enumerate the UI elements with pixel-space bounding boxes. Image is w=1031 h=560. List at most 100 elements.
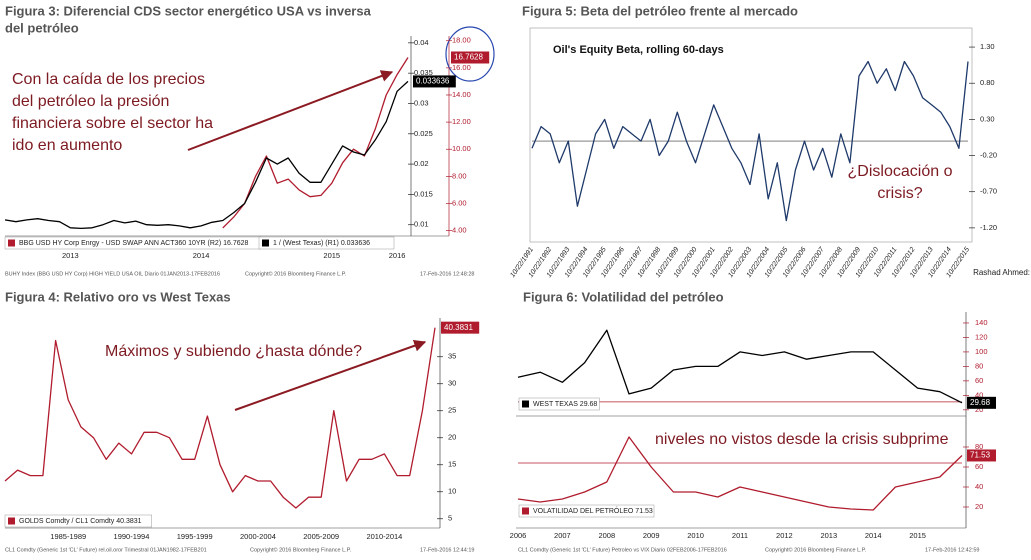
x-tick-label: 2011: [732, 531, 748, 540]
y-tick-label: 15: [448, 460, 456, 469]
x-tick-label: 2012: [776, 531, 793, 540]
footer-text: CL1 Comdty (Generic 1st 'CL' Future) Pet…: [518, 547, 727, 553]
legend-swatch: [522, 507, 529, 515]
y-tick-label: 18.00: [452, 36, 471, 45]
x-tick-label: 2006: [510, 531, 527, 540]
y-tick-label: 0.80: [980, 78, 995, 87]
arrow: [187, 70, 394, 151]
x-tick-label: 2008: [598, 531, 615, 540]
y-tick-label: 14.00: [452, 90, 471, 99]
chart-title: Figura 5: Beta del petróleo frente al me…: [522, 3, 798, 18]
annotation: Máximos y subiendo ¿hasta dónde?: [105, 343, 362, 360]
y-tick-label: 20: [448, 433, 456, 442]
footer-text: 17-Feb-2016 12:44:19: [420, 547, 474, 553]
y-tick-label: 10: [448, 487, 456, 496]
y-tick-label: 100: [975, 347, 988, 356]
value-box: [413, 75, 456, 88]
plot-frame: [529, 27, 973, 243]
footer-text: CL1 Comdty (Generic 1st 'CL' Future) rel…: [5, 547, 207, 553]
legend-label: WEST TEXAS 29.68: [533, 401, 597, 408]
x-tick-label: 1990-1994: [114, 532, 150, 541]
legend-swatch: [8, 517, 15, 525]
x-tick-label: 2005-2009: [303, 532, 339, 541]
x-tick-label: 2016: [389, 251, 406, 260]
annotation: Con la caída de los precios: [12, 71, 205, 88]
x-tick-label: 1995-1999: [177, 532, 213, 541]
y-tick-label: 0.035: [414, 68, 433, 77]
legend-label: 1 / (West Texas) (R1) 0.033636: [273, 240, 370, 247]
y-tick-label: 30: [448, 379, 456, 388]
legend-box: [4, 514, 152, 528]
x-tick-label: 1985-1989: [50, 532, 86, 541]
legend-swatch: [8, 239, 15, 247]
data-line: [517, 329, 963, 404]
footer-text: BUHY Index (BBG USD HY Corp) HIGH YIELD …: [5, 271, 220, 277]
legend-swatch: [522, 400, 529, 408]
annotation: ido en aumento: [12, 137, 122, 154]
y-tick-label: 8.00: [452, 171, 467, 180]
value-label: 16.7628: [454, 53, 483, 62]
value-label: 29.68: [970, 398, 991, 407]
value-label: 40.3831: [444, 323, 473, 332]
footer-text: Copyright© 2016 Bloomberg Finance L.P.: [245, 270, 347, 277]
x-tick-label: 2013: [820, 531, 837, 540]
y-tick-label: 80: [975, 361, 983, 370]
value-box: [441, 321, 480, 334]
y-tick-label: 35: [448, 352, 456, 361]
annotation: financiera sobre el sector ha: [12, 115, 213, 132]
y-tick-label: 60: [975, 376, 983, 385]
footer-text: Copyright© 2016 Bloomberg Finance L.P.: [250, 546, 352, 553]
y-tick-label: 120: [975, 332, 988, 341]
footer-text: Copyright© 2016 Bloomberg Finance L.P.: [765, 546, 867, 553]
y-tick-label: 20: [975, 502, 983, 511]
chart-title: Figura 3: Diferencial CDS sector energét…: [5, 3, 372, 18]
y-tick-label: 80: [975, 442, 983, 451]
y-tick-label: 20: [975, 405, 983, 414]
chart-subtitle: Oil's Equity Beta, rolling 60-days: [553, 44, 724, 56]
y-tick-label: -1.20: [980, 223, 997, 232]
annotation: crisis?: [877, 185, 922, 202]
y-tick-label: 0.30: [980, 114, 995, 123]
chart-title: Figura 4: Relativo oro vs West Texas: [5, 289, 231, 304]
y-tick-label: 10.00: [452, 144, 471, 153]
legend-label: BBG USD HY Corp Enrgy - USD SWAP ANN ACT…: [19, 240, 249, 247]
x-tick-label: 2015: [323, 251, 340, 260]
data-line: [222, 57, 409, 229]
y-tick-label: 12.00: [452, 117, 471, 126]
y-tick-label: 140: [975, 318, 988, 327]
data-line: [517, 436, 963, 511]
x-tick-label: 2013: [62, 251, 79, 260]
x-tick-label: 2010-2014: [366, 532, 402, 541]
chart-title: del petróleo: [5, 20, 79, 35]
data-line: [4, 327, 436, 509]
y-tick-label: 0.04: [414, 38, 429, 47]
highlight-circle: [445, 26, 495, 82]
x-tick-label: 2009: [643, 531, 660, 540]
legend-swatch: [262, 239, 269, 247]
value-label: 0.033636: [416, 77, 450, 86]
legend-box: [258, 236, 395, 250]
y-tick-label: 5: [448, 514, 452, 523]
footer-text: 17-Feb-2016 12:42:59: [925, 547, 979, 553]
y-tick-label: -0.70: [980, 187, 997, 196]
data-line: [4, 80, 409, 230]
data-line: [531, 60, 969, 222]
x-tick-label: 2014: [865, 531, 882, 540]
y-tick-label: 40: [975, 390, 983, 399]
y-tick-label: 0.02: [414, 159, 429, 168]
legend-label: GOLDS Comdty / CL1 Comdty 40.3831: [19, 518, 142, 525]
y-tick-label: 0.03: [414, 98, 429, 107]
y-tick-label: 6.00: [452, 198, 467, 207]
x-tick-label: 2000-2004: [240, 532, 276, 541]
y-tick-label: 1.30: [980, 42, 995, 51]
y-tick-label: 0.025: [414, 129, 433, 138]
legend-label: VOLATILIDAD DEL PETRÓLEO 71.53: [533, 506, 653, 515]
y-tick-label: 16.00: [452, 63, 471, 72]
value-box: [451, 51, 490, 64]
annotation: del petróleo la presión: [12, 93, 169, 110]
legend-box: [518, 397, 600, 411]
value-label: 71.53: [970, 451, 991, 460]
x-tick-label: 2007: [554, 531, 571, 540]
